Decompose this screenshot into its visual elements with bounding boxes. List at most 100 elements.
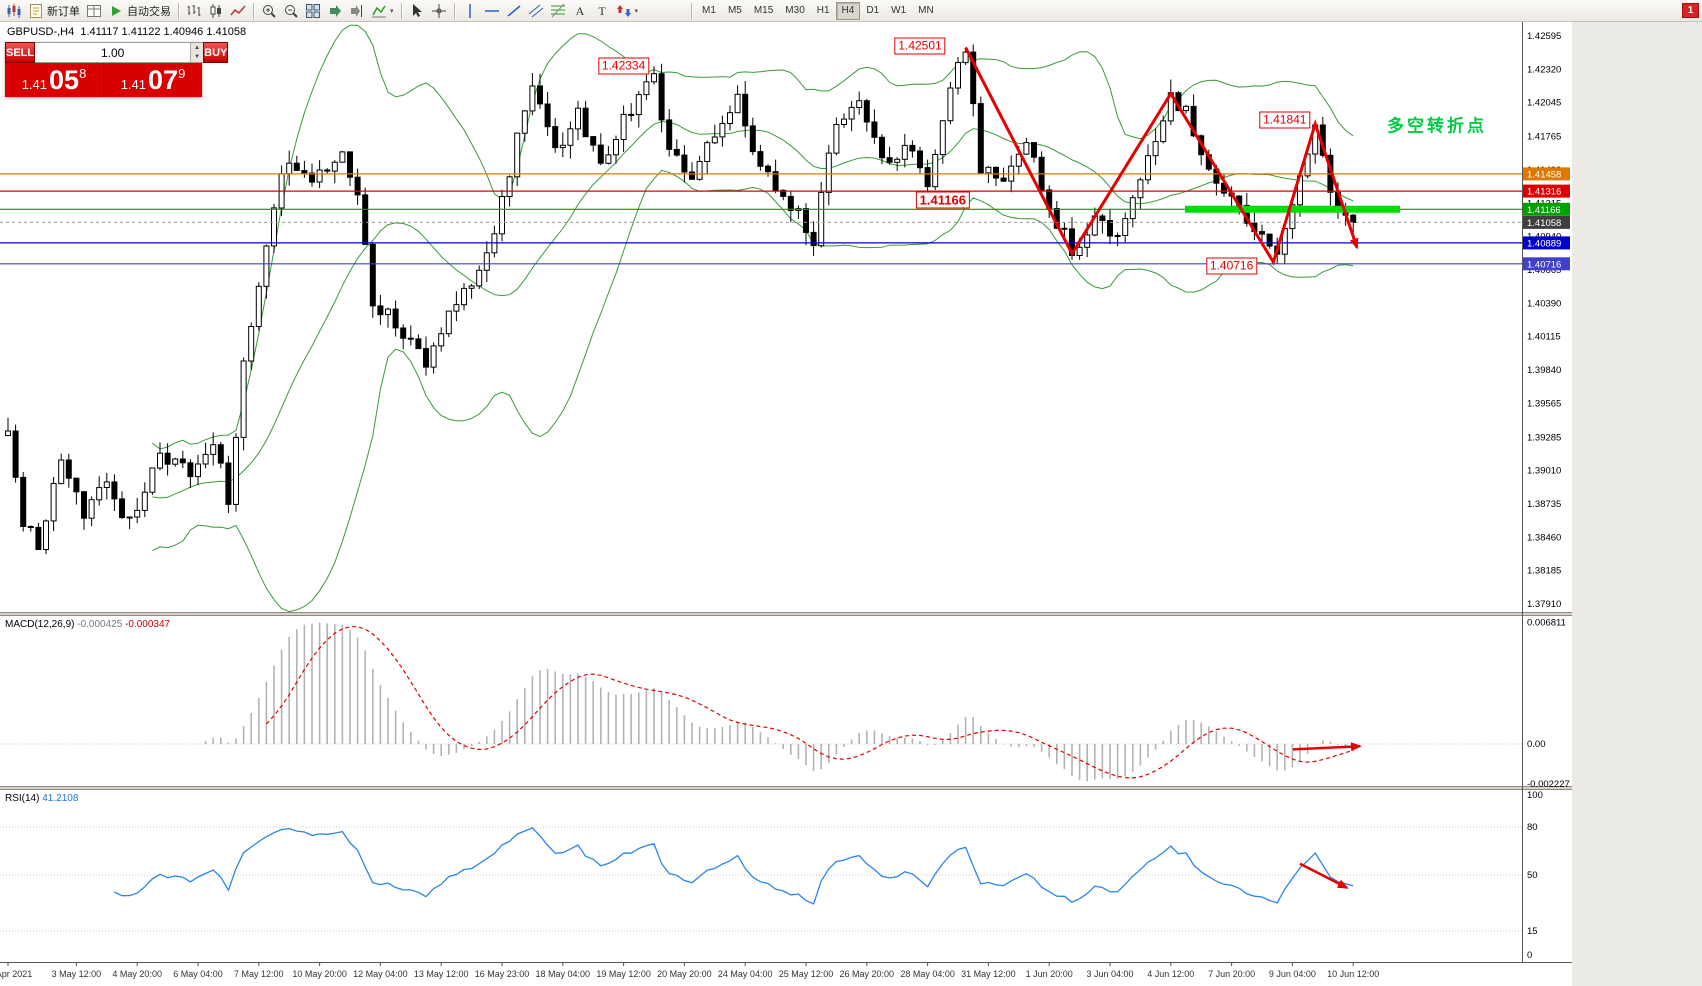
chart-canvas[interactable]: 30 Apr 2021 3 May 12:00 4 May 20:00 6 May 0…: [0, 22, 1702, 986]
svg-text:1.41765: 1.41765: [1527, 132, 1561, 143]
rsi-arrow[interactable]: [1299, 862, 1349, 889]
notification-icon[interactable]: 1: [1682, 3, 1699, 18]
price-tag: 1.41458: [1523, 167, 1570, 181]
cn-annotation-text[interactable]: 多空转折点: [1387, 116, 1487, 136]
price-tag: 1.41166: [1523, 202, 1570, 216]
sell-price[interactable]: 1.41 05 8: [5, 63, 103, 97]
buy-price-big: 07: [148, 65, 179, 95]
svg-text:1.38735: 1.38735: [1527, 499, 1561, 510]
cursor-icon[interactable]: [406, 1, 428, 21]
timeframe-m5-button[interactable]: M5: [722, 2, 748, 20]
svg-text:1.41316: 1.41316: [1527, 187, 1561, 198]
svg-text:-0.002227: -0.002227: [1527, 779, 1570, 790]
svg-text:1.38185: 1.38185: [1527, 566, 1561, 577]
zoom-out-icon[interactable]: [280, 1, 302, 21]
chart-shift-icon[interactable]: [346, 1, 368, 21]
toolbar-separator: [400, 2, 402, 19]
svg-text:1.38460: 1.38460: [1527, 532, 1561, 543]
channel-icon[interactable]: [525, 1, 547, 21]
price-axis[interactable]: 1.425951.423201.420451.417651.414901.412…: [1522, 22, 1571, 962]
macd-arrow[interactable]: [1292, 742, 1362, 752]
panel-splitter[interactable]: [0, 786, 1572, 790]
svg-text:80: 80: [1527, 822, 1538, 833]
vertical-line-icon[interactable]: [459, 1, 481, 21]
zoom-in-icon[interactable]: [258, 1, 280, 21]
timeframe-w1-button[interactable]: W1: [885, 2, 912, 20]
chart-background: [0, 22, 1572, 986]
macd-indicator: [0, 622, 1522, 782]
text-label-icon[interactable]: T: [591, 1, 613, 21]
timeframe-m30-button[interactable]: M30: [779, 2, 810, 20]
trend-zigzag-arrow[interactable]: [964, 46, 1359, 266]
volume-input[interactable]: [35, 43, 191, 62]
svg-text:50: 50: [1527, 870, 1538, 881]
timeframe-h4-button[interactable]: H4: [835, 1, 861, 20]
price-label-annotation[interactable]: 1.41166: [915, 191, 970, 209]
time-axis[interactable]: 30 Apr 2021 3 May 12:00 4 May 20:00 6 May 0…: [0, 962, 1572, 979]
svg-text:0.006811: 0.006811: [1527, 617, 1566, 628]
line-chart-icon[interactable]: [227, 1, 249, 21]
macd-label: MACD(12,26,9) -0.000425 -0.000347: [5, 619, 171, 630]
svg-text:1 Jun 20:00: 1 Jun 20:00: [1026, 969, 1073, 979]
buy-button[interactable]: BUY: [203, 42, 229, 63]
price-label-annotation[interactable]: 1.40716: [1205, 257, 1258, 275]
trendline-icon[interactable]: [503, 1, 525, 21]
svg-text:100: 100: [1527, 790, 1543, 801]
svg-text:4 May 20:00: 4 May 20:00: [112, 969, 162, 979]
candle-chart-icon[interactable]: [205, 1, 227, 21]
buy-price-prefix: 1.41: [120, 77, 147, 92]
auto-scroll-icon[interactable]: [324, 1, 346, 21]
buy-price-sup: 9: [178, 66, 186, 81]
market-watch-icon[interactable]: [83, 1, 105, 21]
auto-trading-icon[interactable]: 自动交易: [105, 1, 174, 21]
volume-field: ▲ ▼: [35, 42, 204, 63]
svg-text:1.40665: 1.40665: [1527, 265, 1561, 276]
rsi-indicator: [0, 826, 1522, 932]
chart-annotations: 1.42334 1.42501 1.41166 1.40716 1.41841: [0, 22, 1702, 986]
timeframe-m15-button[interactable]: M15: [748, 2, 779, 20]
svg-text:1.42595: 1.42595: [1527, 31, 1561, 42]
volume-down-button[interactable]: ▼: [191, 52, 204, 62]
toolbar-separator: [178, 2, 179, 19]
arrows-icon[interactable]: ▾: [613, 1, 642, 21]
volume-up-button[interactable]: ▲: [191, 43, 204, 53]
text-icon[interactable]: A: [569, 1, 591, 21]
svg-text:10 May 20:00: 10 May 20:00: [292, 969, 347, 979]
price-tag: 1.41316: [1523, 184, 1570, 198]
indicators-icon[interactable]: ▾: [368, 1, 397, 21]
workspace-background: [1572, 22, 1702, 986]
price-label-annotation[interactable]: 1.41841: [1259, 111, 1311, 129]
fibonacci-icon[interactable]: [547, 1, 569, 21]
new-order-icon[interactable]: 新订单: [25, 1, 83, 21]
sell-button[interactable]: SELL: [5, 42, 36, 63]
crosshair-icon[interactable]: [428, 1, 450, 21]
buy-price[interactable]: 1.41 07 9: [104, 63, 202, 97]
chart-window-icon[interactable]: [3, 1, 25, 21]
svg-text:7 Jun 20:00: 7 Jun 20:00: [1208, 969, 1255, 979]
timeframe-h1-button[interactable]: H1: [811, 2, 836, 20]
candles: [5, 44, 1357, 555]
svg-text:0: 0: [1527, 950, 1532, 961]
svg-text:30 Apr 2021: 30 Apr 2021: [0, 969, 32, 979]
horizontal-line-icon[interactable]: [481, 1, 503, 21]
svg-text:1.40390: 1.40390: [1527, 298, 1561, 309]
svg-text:7 May 12:00: 7 May 12:00: [234, 969, 284, 979]
svg-text:1.41058: 1.41058: [1527, 218, 1561, 229]
timeframe-d1-button[interactable]: D1: [860, 2, 885, 20]
svg-text:1.40889: 1.40889: [1527, 238, 1561, 249]
svg-text:3 May 12:00: 3 May 12:00: [52, 969, 102, 979]
svg-text:1.40115: 1.40115: [1527, 332, 1561, 343]
timeframe-mn-button[interactable]: MN: [912, 2, 940, 20]
svg-text:25 May 12:00: 25 May 12:00: [779, 969, 834, 979]
toolbar-separator: [691, 2, 693, 19]
sell-price-prefix: 1.41: [21, 77, 48, 92]
price-label-annotation[interactable]: 1.42501: [894, 37, 946, 55]
tile-windows-icon[interactable]: [302, 1, 324, 21]
bar-chart-icon[interactable]: [183, 1, 205, 21]
price-label-annotation[interactable]: 1.42334: [597, 57, 650, 75]
timeframe-m1-button[interactable]: M1: [696, 2, 722, 20]
panel-splitter[interactable]: [0, 612, 1572, 616]
price-tag: 1.40716: [1523, 257, 1570, 271]
svg-text:28 May 04:00: 28 May 04:00: [900, 969, 955, 979]
